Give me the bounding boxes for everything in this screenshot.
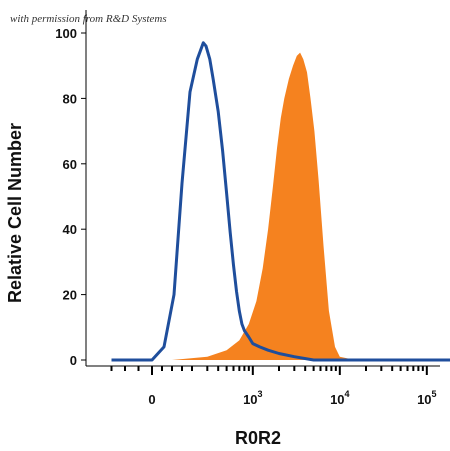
x-axis-ticks: 0 103 104 105 (148, 366, 437, 407)
y-axis-ticks: 0 20 40 60 80 100 (55, 26, 86, 368)
y-tick-label: 40 (63, 222, 77, 237)
y-tick-label: 80 (63, 91, 77, 106)
series-1-line-histogram (111, 41, 450, 362)
credit-text: with permission from R&D Systems (10, 13, 167, 25)
x-axis-title: R0R2 (235, 428, 281, 448)
y-tick-label: 20 (63, 288, 77, 303)
y-axis-title: Relative Cell Number (5, 123, 25, 303)
plot-area: 0 20 40 60 80 100 0 103 104 105 (55, 10, 450, 407)
series-layer (111, 41, 450, 362)
series-0-filled-histogram (111, 52, 450, 360)
y-tick-label: 60 (63, 157, 77, 172)
x-axis-minor-ticks (110, 366, 424, 371)
y-tick-label: 0 (70, 353, 77, 368)
x-tick-label: 105 (417, 389, 436, 407)
x-tick-label: 103 (243, 389, 262, 407)
y-tick-label: 100 (55, 26, 77, 41)
x-tick-label: 104 (330, 389, 349, 407)
x-tick-label: 0 (148, 392, 155, 407)
